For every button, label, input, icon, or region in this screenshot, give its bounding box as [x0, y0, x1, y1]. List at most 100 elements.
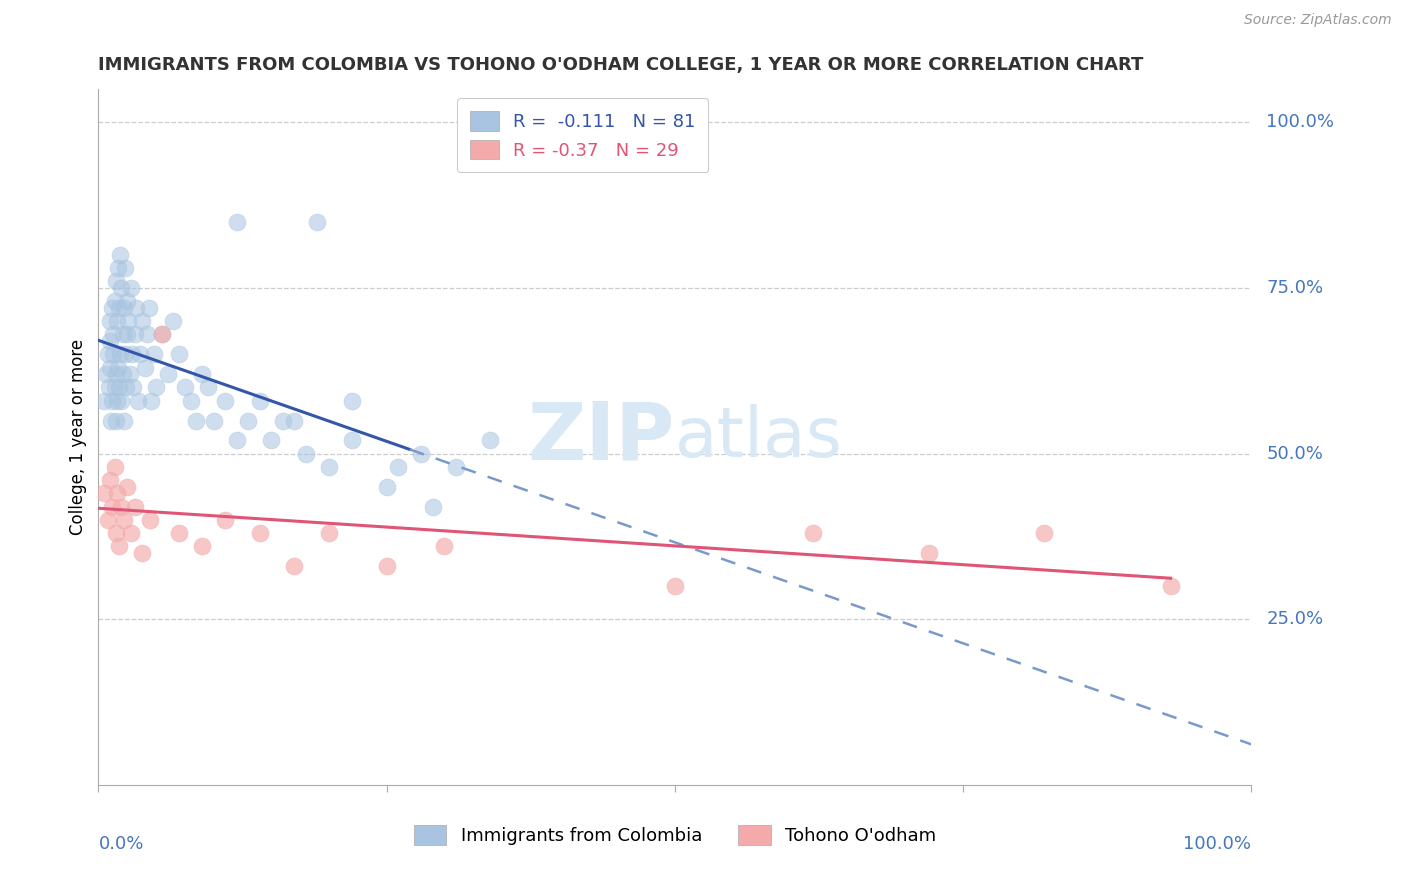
Point [121, 347, 143, 361]
Point [186, 413, 208, 427]
Point [111, 367, 134, 381]
Point [167, 526, 190, 541]
Point [111, 327, 134, 342]
Point [112, 413, 135, 427]
Point [131, 314, 153, 328]
Point [145, 380, 167, 394]
Point [664, 579, 686, 593]
Point [97, 347, 120, 361]
Point [117, 327, 139, 342]
Point [93, 393, 115, 408]
Text: 75.0%: 75.0% [1267, 279, 1323, 297]
Point [444, 459, 467, 474]
Point [97, 380, 120, 394]
Point [135, 327, 157, 342]
Point [104, 526, 127, 541]
Legend: Immigrants from Colombia, Tohono O'odham: Immigrants from Colombia, Tohono O'odham [406, 818, 943, 853]
Point [125, 301, 148, 315]
Point [96, 367, 118, 381]
Point [375, 559, 398, 574]
Text: 0.0%: 0.0% [98, 835, 143, 853]
Point [105, 393, 128, 408]
Point [110, 347, 132, 361]
Point [103, 459, 125, 474]
Point [156, 367, 179, 381]
Point [97, 513, 120, 527]
Point [118, 367, 141, 381]
Point [375, 480, 398, 494]
Point [150, 327, 173, 342]
Point [127, 393, 149, 408]
Point [124, 327, 146, 342]
Text: 100.0%: 100.0% [1184, 835, 1251, 853]
Point [117, 480, 139, 494]
Point [98, 314, 121, 328]
Point [260, 434, 283, 448]
Point [110, 248, 132, 262]
Point [387, 459, 409, 474]
Point [479, 434, 502, 448]
Text: Source: ZipAtlas.com: Source: ZipAtlas.com [1244, 13, 1392, 28]
Point [202, 413, 225, 427]
Point [141, 393, 163, 408]
Point [103, 294, 125, 309]
Point [108, 540, 131, 554]
Text: IMMIGRANTS FROM COLOMBIA VS TOHONO O'ODHAM COLLEGE, 1 YEAR OR MORE CORRELATION C: IMMIGRANTS FROM COLOMBIA VS TOHONO O'ODH… [98, 56, 1144, 74]
Point [117, 294, 139, 309]
Point [214, 393, 236, 408]
Point [120, 281, 142, 295]
Point [340, 393, 363, 408]
Point [110, 281, 132, 295]
Point [131, 546, 153, 560]
Point [307, 215, 329, 229]
Point [104, 413, 127, 427]
Point [110, 500, 132, 514]
Point [1160, 579, 1182, 593]
Point [411, 447, 433, 461]
Text: 100.0%: 100.0% [1267, 113, 1334, 131]
Point [107, 261, 129, 276]
Point [318, 459, 340, 474]
Point [433, 540, 456, 554]
Point [104, 274, 127, 288]
Point [98, 334, 121, 348]
Point [1032, 526, 1054, 541]
Point [117, 314, 139, 328]
Point [238, 413, 260, 427]
Point [93, 486, 115, 500]
Point [225, 215, 247, 229]
Y-axis label: College, 1 year or more: College, 1 year or more [69, 339, 87, 535]
Point [98, 473, 121, 487]
Text: atlas: atlas [675, 403, 842, 471]
Point [108, 301, 131, 315]
Text: 50.0%: 50.0% [1267, 444, 1323, 463]
Point [174, 380, 197, 394]
Point [283, 559, 305, 574]
Point [214, 513, 236, 527]
Point [129, 347, 152, 361]
Point [122, 380, 145, 394]
Point [150, 327, 173, 342]
Point [162, 314, 184, 328]
Point [100, 413, 122, 427]
Point [110, 393, 132, 408]
Point [105, 314, 128, 328]
Point [197, 380, 219, 394]
Text: ZIP: ZIP [527, 398, 675, 476]
Point [191, 540, 214, 554]
Point [114, 347, 136, 361]
Point [101, 301, 124, 315]
Point [801, 526, 824, 541]
Point [295, 447, 318, 461]
Point [180, 393, 202, 408]
Point [225, 434, 247, 448]
Point [105, 486, 128, 500]
Point [115, 380, 138, 394]
Point [283, 413, 305, 427]
Point [103, 380, 125, 394]
Point [124, 500, 146, 514]
Point [249, 393, 271, 408]
Point [134, 360, 156, 375]
Point [107, 360, 129, 375]
Point [103, 347, 125, 361]
